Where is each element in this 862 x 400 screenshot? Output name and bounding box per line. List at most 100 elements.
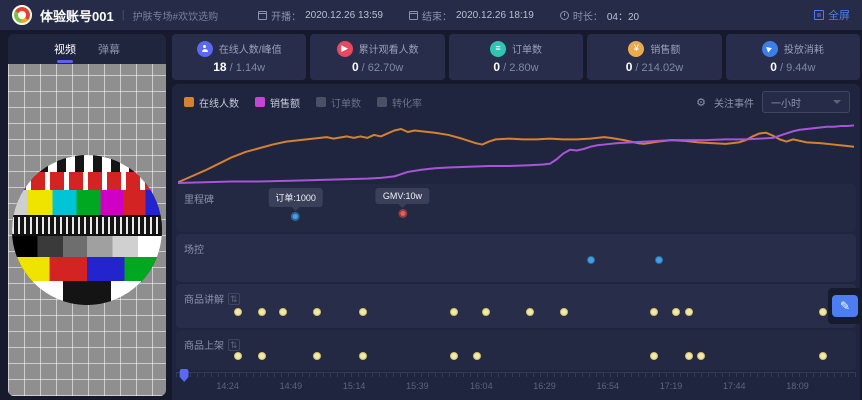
view-icon: ▶ [336, 40, 353, 57]
milestone-event: 订单:1000 [268, 188, 323, 221]
scrubber-pin[interactable] [179, 369, 189, 382]
start-time: 开播： 2020.12.26 13:59 [258, 8, 383, 23]
person-glyph [201, 45, 208, 52]
event-dot[interactable] [233, 352, 242, 360]
sort-filter-icon[interactable]: ⇅ [228, 292, 240, 305]
legend-item-在线人数[interactable]: 在线人数 [184, 95, 239, 110]
stat-top: ≡ 订单数 [490, 40, 542, 57]
time-range-select[interactable]: 一小时 [762, 91, 850, 113]
event-dot[interactable] [313, 352, 322, 360]
event-dot[interactable] [654, 256, 663, 264]
stat-card: ≡ 订单数 0 / 2.80w [448, 34, 584, 80]
plane-glyph [766, 44, 774, 53]
video-panel: 视频 弹幕 [8, 34, 166, 396]
event-dot[interactable] [526, 308, 535, 316]
video-preview[interactable] [8, 64, 166, 396]
legend-item-转化率[interactable]: 转化率 [377, 95, 422, 110]
stat-top: ¥ 销售额 [628, 40, 681, 57]
test-card-image [12, 155, 162, 305]
clock-icon [559, 10, 569, 20]
axis-tick-label: 16:29 [533, 381, 556, 391]
timeline-row-explain: 商品讲解 ⇅ [176, 284, 856, 328]
event-dot[interactable] [482, 308, 491, 316]
row-label-shelf: 商品上架 [184, 341, 224, 352]
series-销售额 [178, 125, 854, 183]
legend-item-订单数[interactable]: 订单数 [316, 95, 361, 110]
stat-card: 投放消耗 0 / 9.44w [725, 34, 861, 80]
stat-top: ▶ 累计观看人数 [336, 40, 419, 57]
end-value: 2020.12.26 18:19 [455, 9, 534, 21]
event-dot[interactable] [233, 308, 242, 316]
stat-label: 销售额 [650, 45, 681, 56]
duration: 时长： 04：20 [559, 8, 639, 23]
video-panel-tabs: 视频 弹幕 [8, 34, 166, 64]
event-dot[interactable] [258, 308, 267, 316]
chart-legend: 在线人数 销售额 订单数 转化率 [184, 95, 422, 110]
legend-swatch [255, 97, 265, 107]
event-dot[interactable] [560, 308, 569, 316]
event-dot[interactable] [450, 308, 459, 316]
legend-label: 在线人数 [199, 98, 239, 110]
start-label: 开播： [271, 11, 302, 23]
timeline-row-control: 场控 [176, 234, 856, 282]
event-dot[interactable] [650, 352, 659, 360]
stat-label: 累计观看人数 [358, 45, 419, 56]
tab-视频[interactable]: 视频 [54, 35, 76, 63]
legend-swatch [377, 97, 387, 107]
chart-header: 在线人数 销售额 订单数 转化率 ⚙ 关注事件 一小时 [184, 91, 850, 113]
event-dot[interactable] [672, 308, 681, 316]
milestone-tooltip: 订单:1000 [268, 188, 323, 207]
axis-tick-label: 14:24 [216, 381, 239, 391]
event-dot[interactable] [819, 352, 828, 360]
event-dot[interactable] [359, 308, 367, 316]
milestone-tooltip: GMV:10w [375, 188, 430, 204]
duration-label: 时长： [572, 11, 603, 23]
event-dot[interactable] [359, 352, 367, 360]
legend-item-销售额[interactable]: 销售额 [255, 95, 300, 110]
event-dot[interactable] [450, 352, 459, 360]
live-session-subtitle: 护肤专场#欢饮选购 [132, 11, 219, 23]
event-dot[interactable] [650, 308, 659, 316]
line-chart[interactable] [178, 112, 854, 186]
edit-fab-container: ✎ [828, 288, 862, 324]
fullscreen-button[interactable]: 全屏 [814, 7, 850, 23]
stat-top: 投放消耗 [761, 40, 824, 57]
stat-value: 0 / 214.02w [625, 59, 684, 74]
series-在线人数 [178, 129, 854, 182]
event-dot[interactable] [313, 308, 322, 316]
tab-弹幕[interactable]: 弹幕 [98, 44, 120, 56]
milestone-dot[interactable] [397, 209, 407, 218]
title-divider: | [121, 9, 125, 21]
sales-icon: ¥ [628, 40, 645, 57]
edit-button[interactable]: ✎ [832, 295, 858, 317]
event-dot[interactable] [696, 352, 705, 360]
event-dot[interactable] [473, 352, 482, 360]
axis-tick-label: 15:14 [342, 381, 366, 391]
stat-top: 在线人数/峰值 [196, 40, 282, 57]
event-dot[interactable] [258, 352, 267, 360]
milestone-event: GMV:10w [375, 188, 430, 218]
gear-icon[interactable]: ⚙ [696, 96, 706, 109]
event-dot[interactable] [586, 256, 595, 264]
event-dot[interactable] [685, 352, 694, 360]
stat-card: ¥ 销售额 0 / 214.02w [587, 34, 722, 80]
app-logo-icon [12, 5, 32, 25]
milestone-dot[interactable] [291, 212, 301, 221]
row-label-milestone: 里程碑 [184, 195, 214, 206]
axis-tick-label: 17:44 [723, 381, 746, 391]
event-dot[interactable] [819, 308, 828, 316]
stat-label: 在线人数/峰值 [218, 45, 282, 56]
event-dot[interactable] [684, 308, 693, 316]
stat-card: ▶ 累计观看人数 0 / 62.70w [310, 34, 445, 80]
stat-card: 在线人数/峰值 18 / 1.14w [172, 34, 307, 80]
axis-tick-label: 16:54 [596, 381, 620, 391]
chevron-down-icon [833, 100, 841, 104]
timeline-row-shelf: 商品上架 ⇅ [176, 330, 856, 370]
legend-label: 订单数 [331, 98, 361, 110]
sort-filter-icon[interactable]: ⇅ [228, 338, 240, 351]
event-dot[interactable] [279, 308, 288, 316]
row-label-explain: 商品讲解 [184, 295, 224, 306]
start-value: 2020.12.26 13:59 [305, 9, 383, 21]
fullscreen-icon [814, 10, 824, 20]
end-label: 结束： [421, 11, 452, 23]
